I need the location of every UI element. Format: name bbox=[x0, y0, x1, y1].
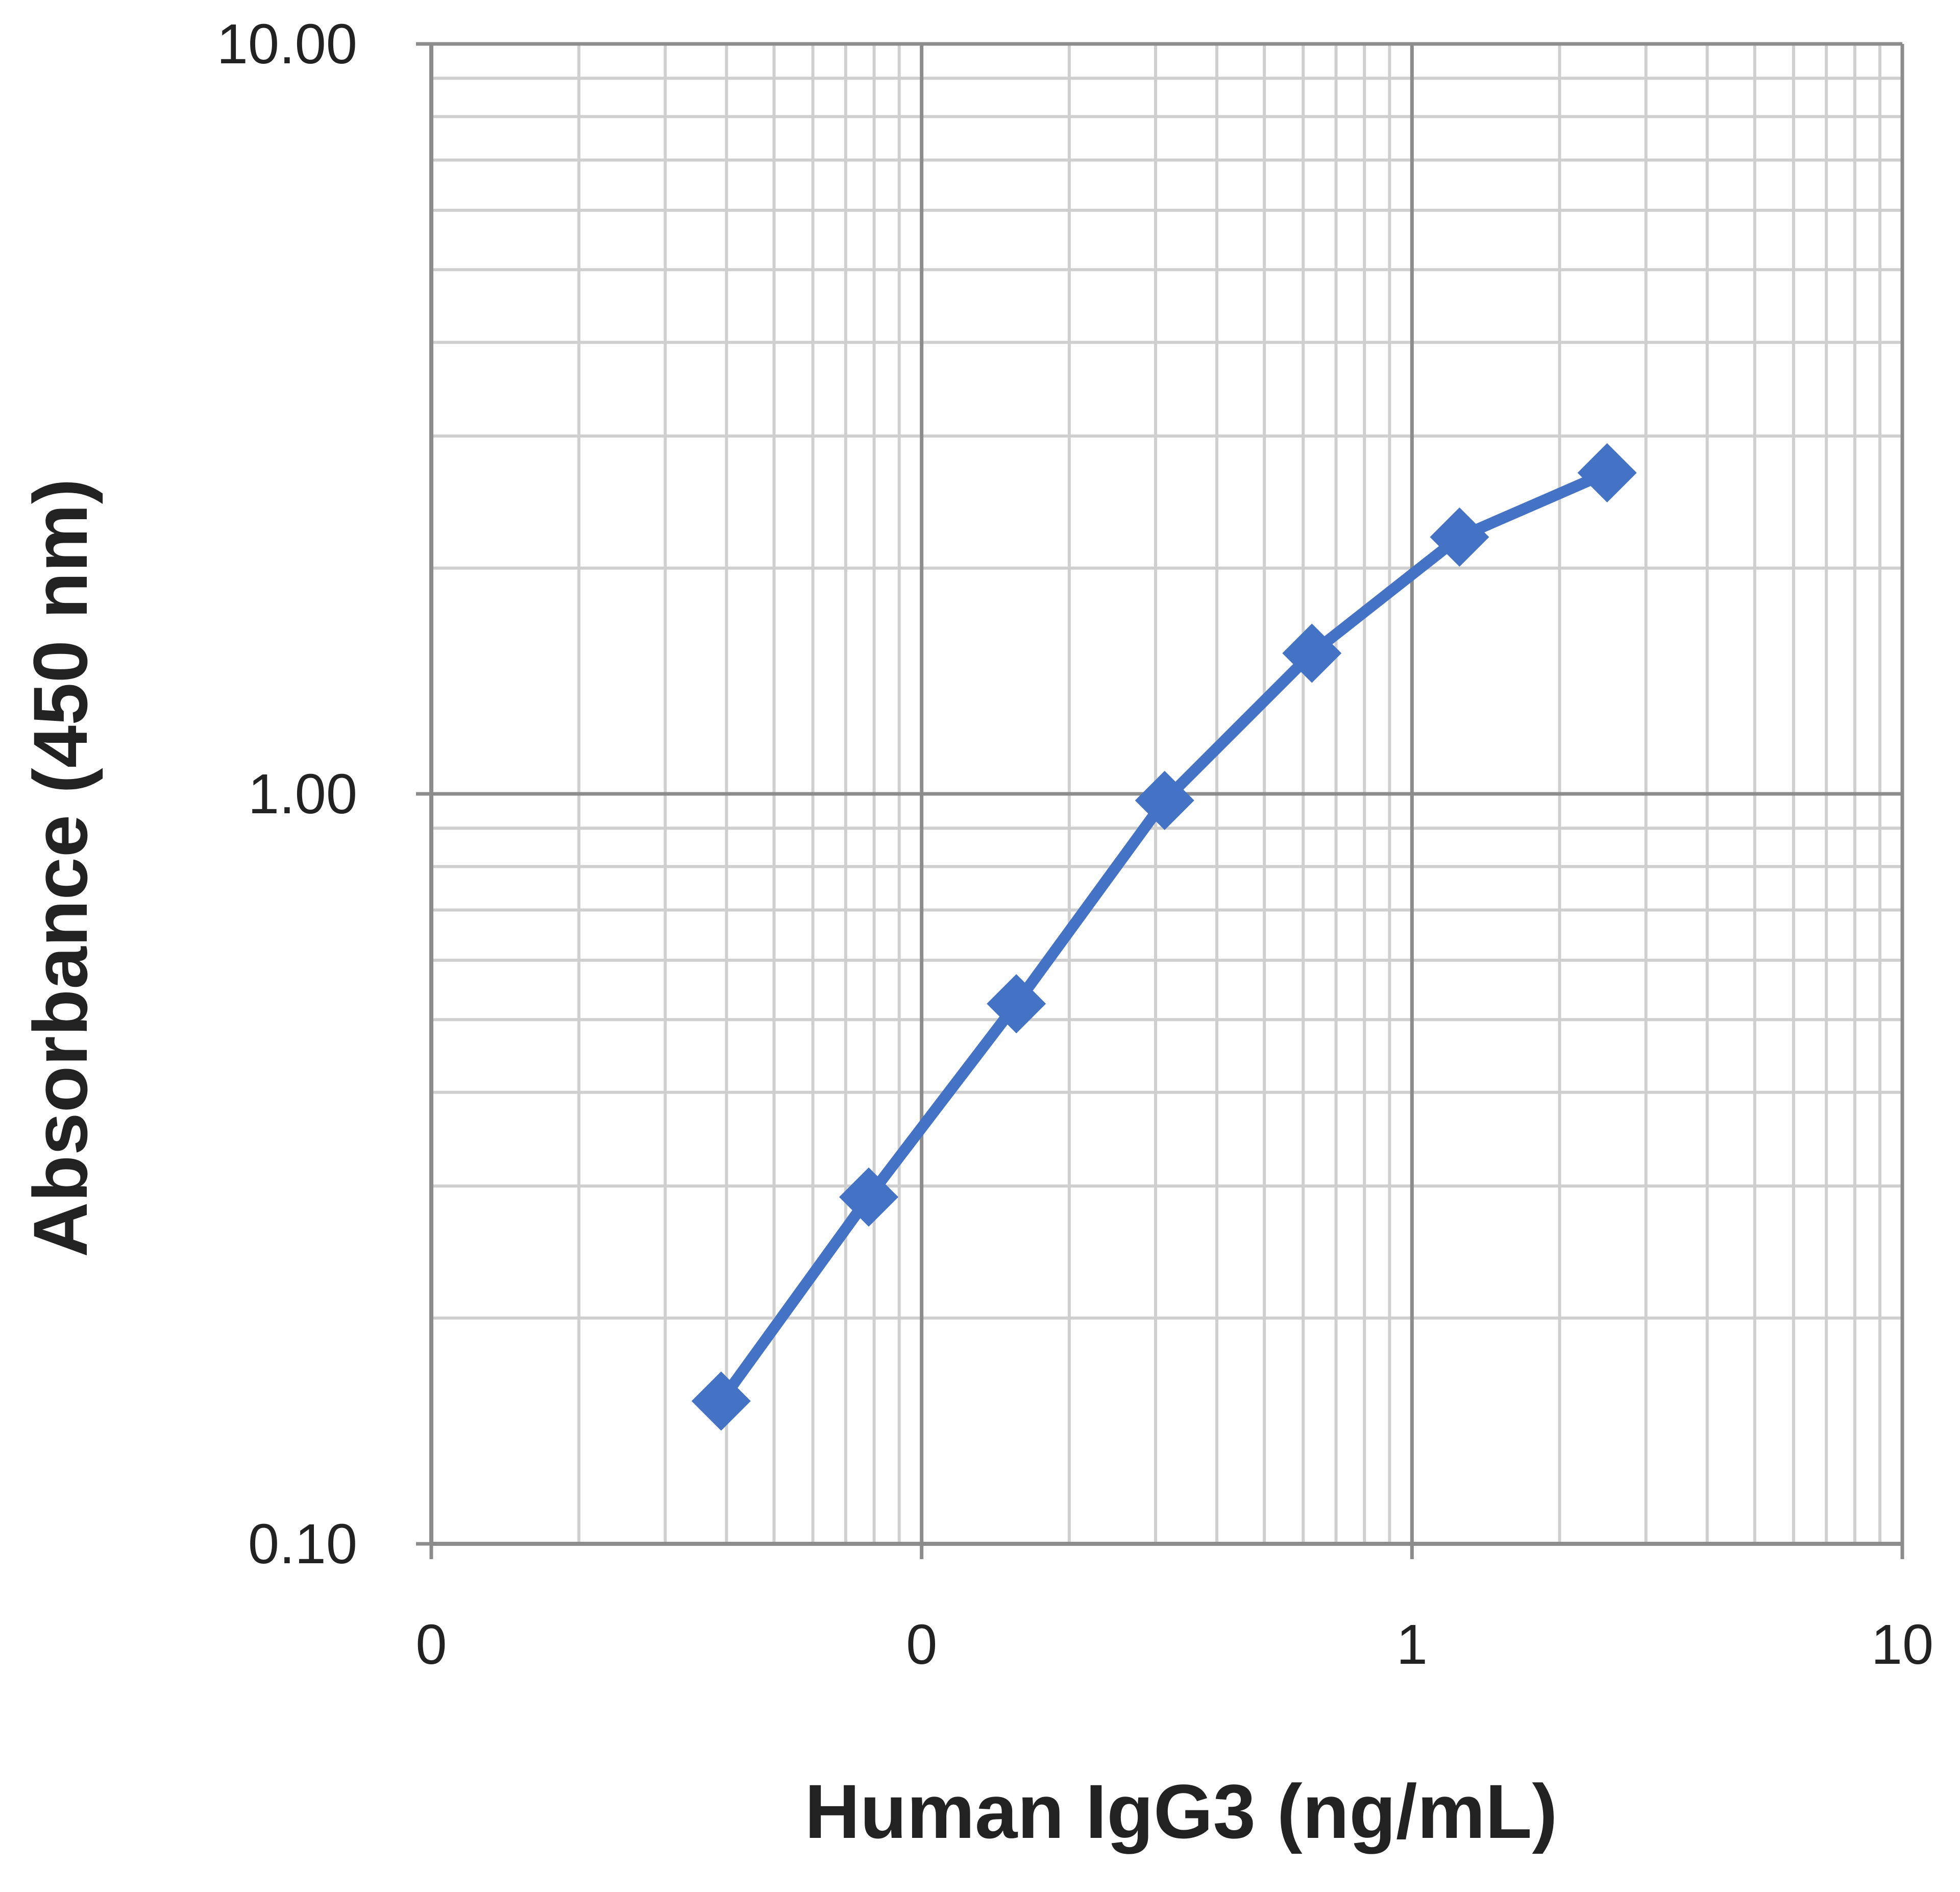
y-tick-label: 0.10 bbox=[248, 1513, 357, 1575]
data-point bbox=[1135, 770, 1194, 830]
y-tick-label: 10.00 bbox=[217, 13, 357, 76]
x-tick-label: 0 bbox=[415, 1613, 447, 1676]
data-point bbox=[1577, 443, 1637, 503]
x-tick-label: 1 bbox=[1396, 1613, 1428, 1676]
x-tick-label: 10 bbox=[1871, 1613, 1933, 1676]
data-point bbox=[987, 974, 1046, 1034]
data-point bbox=[1430, 507, 1489, 567]
data-point bbox=[839, 1167, 899, 1227]
data-point bbox=[1282, 623, 1342, 683]
x-tick-label: 0 bbox=[906, 1613, 937, 1676]
y-axis-title: Absorbance (450 nm) bbox=[17, 478, 103, 1257]
y-tick-label: 1.00 bbox=[248, 763, 357, 826]
data-point bbox=[691, 1371, 751, 1431]
x-axis-title: Human IgG3 (ng/mL) bbox=[805, 1768, 1558, 1854]
